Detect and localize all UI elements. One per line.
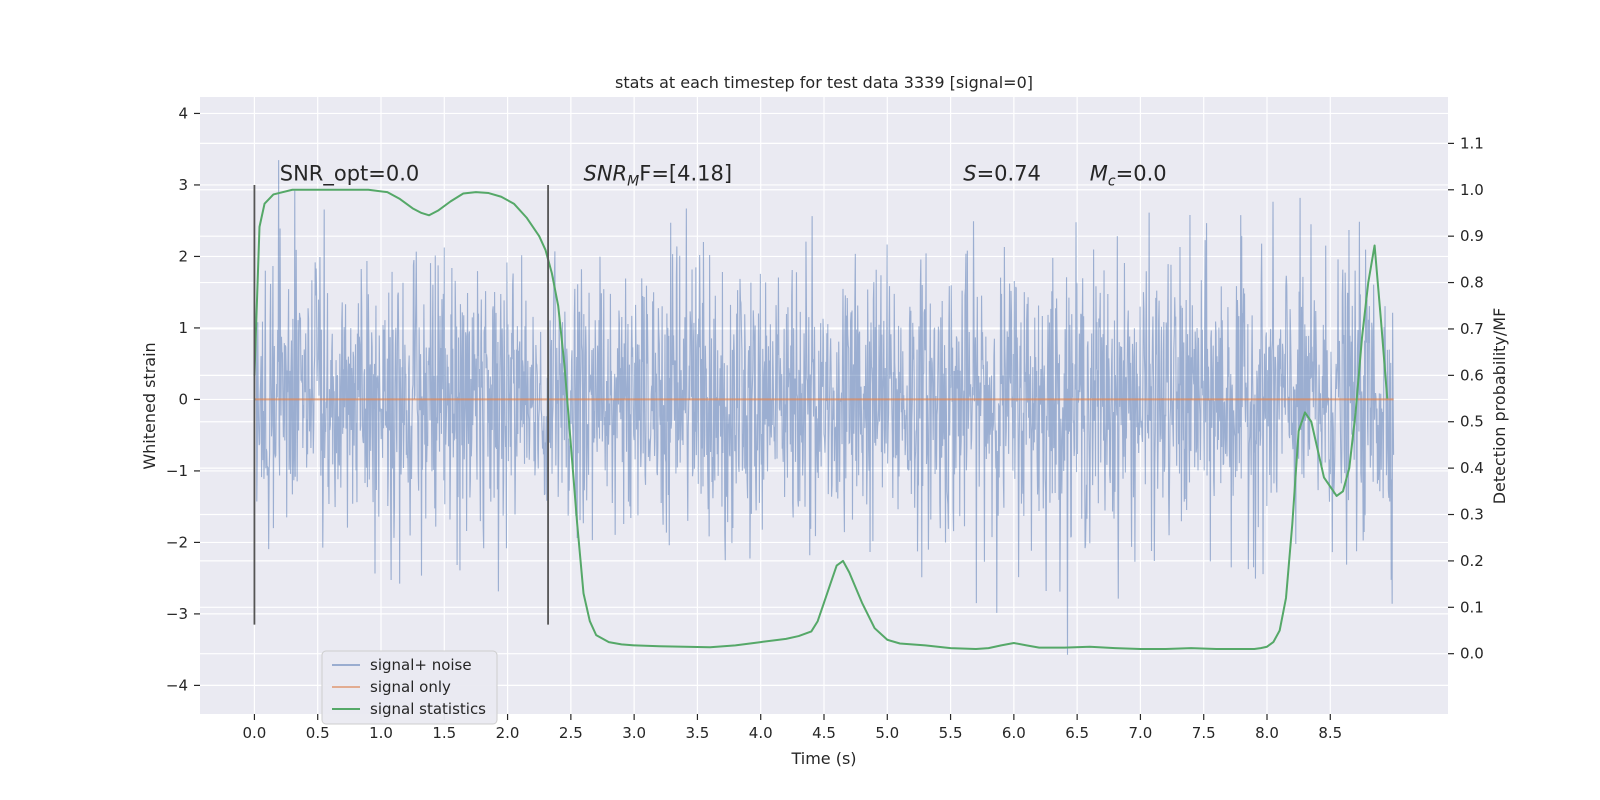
legend-label-signal-statistics: signal statistics [370, 700, 486, 718]
legend-box [321, 650, 498, 725]
series-signal-statistics-line [253, 188, 1389, 651]
y-tick-label: 0 [178, 390, 188, 408]
y2-tick-label: 0.5 [1460, 413, 1484, 431]
chart-title: stats at each timestep for test data 333… [615, 73, 1033, 92]
x-tick-label: 4.5 [812, 724, 836, 742]
annotation-mc-val: Mc=0.0 [1090, 162, 1167, 190]
x-tick-label: 4.0 [749, 724, 773, 742]
x-tick-label: 6.0 [1002, 724, 1026, 742]
y2-axis-label: Detection probability/MF [1490, 308, 1509, 505]
y-tick-label: 1 [178, 319, 188, 337]
y2-tick-label: 0.7 [1460, 320, 1484, 338]
x-tick-label: 7.0 [1129, 724, 1153, 742]
x-tick-label: 1.5 [432, 724, 456, 742]
x-tick-label: 8.0 [1255, 724, 1279, 742]
x-tick-label: 2.5 [559, 724, 583, 742]
x-tick-label: 0.5 [306, 724, 330, 742]
y2-tick-label: 0.6 [1460, 366, 1484, 384]
x-tick-label: 2.0 [496, 724, 520, 742]
x-tick-label: 3.5 [685, 724, 709, 742]
y-axis-right: 1.1 1.0 0.9 0.8 0.7 0.6 0.5 0.4 0.3 0.2 0.1 0.0 [1448, 134, 1484, 663]
x-tick-label: 1.0 [369, 724, 393, 742]
y-tick-label: −1 [166, 462, 188, 480]
y-tick-label: 3 [178, 176, 188, 194]
y2-tick-label: 0.8 [1460, 274, 1484, 292]
x-tick-label: 5.5 [939, 724, 963, 742]
y-tick-label: −4 [166, 676, 188, 694]
legend-label-signal-only: signal only [370, 678, 451, 696]
y2-tick-label: 1.1 [1460, 134, 1484, 152]
y2-tick-label: 1.0 [1460, 181, 1484, 199]
y2-tick-label: 0.9 [1460, 227, 1484, 245]
y2-tick-label: 0.0 [1460, 645, 1484, 663]
annotation-s-val: S=0.74 [963, 162, 1041, 186]
y-axis-label: Whitened strain [140, 342, 159, 469]
x-tick-label: 7.5 [1192, 724, 1216, 742]
y-axis-left: 4 3 2 1 0 −1 −2 −3 −4 [166, 104, 200, 694]
x-tick-label: 0.0 [242, 724, 266, 742]
line-series [253, 188, 1394, 651]
y2-tick-label: 0.3 [1460, 506, 1484, 524]
y-tick-label: 4 [178, 104, 188, 122]
x-tick-label: 8.5 [1318, 724, 1342, 742]
vertical-lines [253, 184, 549, 625]
x-axis-label: Time (s) [790, 749, 856, 768]
x-tick-label: 3.0 [622, 724, 646, 742]
legend-label-signal-noise: signal+ noise [370, 656, 472, 674]
x-axis: 0.0 0.5 1.0 1.5 2.0 2.5 3.0 3.5 4.0 4.5 5.0 5.5 6.0 6… [242, 714, 1342, 742]
annotation-snr-mf: SNRMF=[4.18] [584, 162, 733, 190]
legend: signal+ noise signal only signal statist… [321, 650, 498, 725]
series-signal-noise-line [253, 160, 1395, 655]
x-tick-label: 5.0 [875, 724, 899, 742]
signal-noise-series [253, 160, 1395, 655]
y-tick-label: −2 [166, 533, 188, 551]
y-tick-label: −3 [166, 605, 188, 623]
annotation-snr-opt: SNR_opt=0.0 [280, 162, 420, 187]
y2-tick-label: 0.4 [1460, 459, 1484, 477]
y2-tick-label: 0.2 [1460, 552, 1484, 570]
x-tick-label: 6.5 [1065, 724, 1089, 742]
y-tick-label: 2 [178, 247, 188, 265]
annotations: SNR_opt=0.0 SNRMF=[4.18] S=0.74 Mc=0.0 [280, 162, 1167, 190]
y2-tick-label: 0.1 [1460, 598, 1484, 616]
